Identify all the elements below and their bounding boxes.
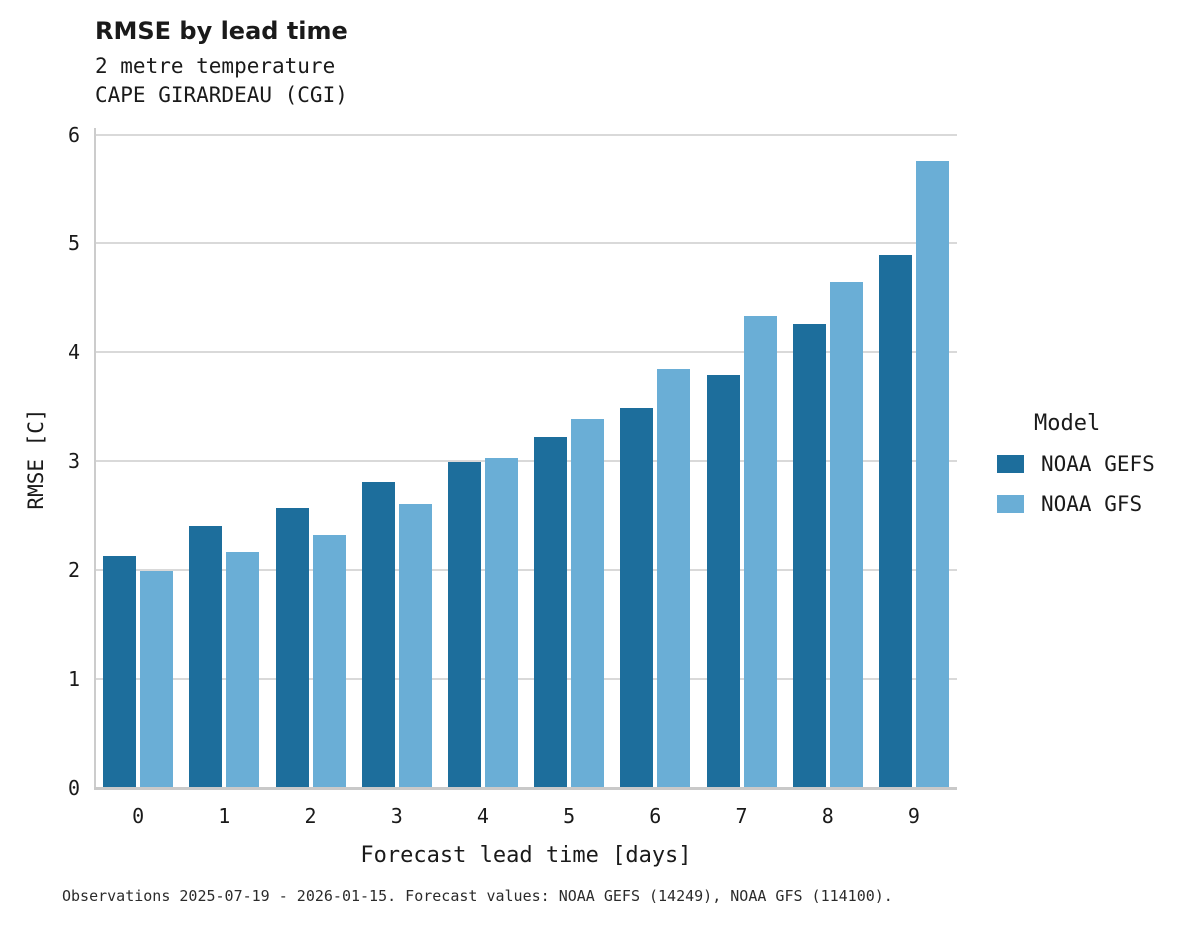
y-tick-label: 4 <box>67 340 80 365</box>
x-tick-label: 5 <box>563 804 576 828</box>
y-axis-spine <box>94 128 96 790</box>
bar-noaa-gefs <box>189 525 223 788</box>
y-tick-label: 3 <box>67 449 80 474</box>
bar-noaa-gefs <box>534 437 568 788</box>
y-tick-label: 0 <box>67 776 80 800</box>
chart-subtitle-line-2: CAPE GIRARDEAU (CGI) <box>95 83 348 107</box>
plot-area <box>94 128 957 790</box>
x-tick-label: 4 <box>476 804 489 828</box>
bar-noaa-gfs <box>312 535 346 788</box>
y-tick-label: 1 <box>67 667 80 692</box>
bar-noaa-gefs <box>792 324 826 788</box>
legend-swatch-noaa-gfs <box>997 495 1024 513</box>
chart-subtitle-line-1: 2 metre temperature <box>95 54 336 78</box>
y-tick-label: 5 <box>67 231 80 256</box>
chart-title: RMSE by lead time <box>95 17 348 45</box>
bar-noaa-gfs <box>657 368 691 788</box>
chart-subtitle: 2 metre temperature CAPE GIRARDEAU (CGI) <box>95 52 348 110</box>
bar-noaa-gefs <box>878 255 912 788</box>
bar-noaa-gefs <box>103 556 137 788</box>
gridlines <box>95 128 957 788</box>
legend-title: Model <box>1034 411 1101 436</box>
gridline <box>95 242 957 245</box>
y-axis-tick-labels: 0 1 2 3 4 5 6 <box>28 123 80 800</box>
bar-group-lead-0 <box>95 128 181 788</box>
legend-item-noaa-gefs: NOAA GEFS <box>997 452 1155 476</box>
bar-noaa-gfs <box>226 551 260 788</box>
bar-group-lead-3 <box>354 128 440 788</box>
x-tick-label: 1 <box>218 804 231 828</box>
legend: Model NOAA GEFS NOAA GFS <box>997 410 1155 532</box>
legend-label: NOAA GFS <box>1041 492 1143 516</box>
bar-noaa-gfs <box>915 160 949 788</box>
x-axis-baseline <box>94 787 957 790</box>
bar-noaa-gfs <box>743 316 777 788</box>
y-tick-label: 2 <box>67 558 80 583</box>
bar-noaa-gefs <box>275 508 309 788</box>
bar-noaa-gefs <box>447 462 481 788</box>
x-axis-title: Forecast lead time [days] <box>360 843 692 868</box>
bar-noaa-gefs <box>361 481 395 788</box>
bar-noaa-gfs <box>571 418 605 788</box>
bar-group-lead-7 <box>698 128 784 788</box>
x-axis-tick-labels: 0 1 2 3 4 5 6 7 8 9 <box>95 804 957 828</box>
gridline <box>95 133 957 136</box>
x-tick-label: 6 <box>649 804 662 828</box>
x-tick-label: 8 <box>821 804 834 828</box>
bar-group-lead-2 <box>267 128 353 788</box>
bar-noaa-gfs <box>829 281 863 788</box>
y-tick-label: 6 <box>67 122 80 147</box>
bars-layer <box>95 128 957 788</box>
bar-group-lead-8 <box>785 128 871 788</box>
x-tick-label: 9 <box>907 804 920 828</box>
legend-item-noaa-gfs: NOAA GFS <box>997 492 1155 516</box>
bar-noaa-gfs <box>484 458 518 788</box>
gridline <box>95 678 957 681</box>
bar-noaa-gfs <box>398 503 432 788</box>
bar-group-lead-5 <box>526 128 612 788</box>
x-tick-label: 0 <box>132 804 145 828</box>
legend-items: NOAA GEFS NOAA GFS <box>997 452 1155 516</box>
bar-noaa-gfs <box>140 571 174 788</box>
footnote-caption: Observations 2025-07-19 - 2026-01-15. Fo… <box>62 887 893 905</box>
x-tick-label: 3 <box>390 804 403 828</box>
bar-group-lead-9 <box>871 128 957 788</box>
legend-label: NOAA GEFS <box>1041 452 1155 476</box>
x-tick-label: 7 <box>735 804 748 828</box>
x-tick-label: 2 <box>304 804 317 828</box>
gridline <box>95 460 957 463</box>
gridline <box>95 569 957 572</box>
bar-group-lead-4 <box>440 128 526 788</box>
gridline <box>95 351 957 354</box>
bar-group-lead-1 <box>181 128 267 788</box>
bar-group-lead-6 <box>612 128 698 788</box>
bar-noaa-gefs <box>706 375 740 788</box>
bar-noaa-gefs <box>620 407 654 788</box>
y-axis-title: RMSE [C] <box>24 408 48 510</box>
legend-swatch-noaa-gefs <box>997 455 1024 473</box>
